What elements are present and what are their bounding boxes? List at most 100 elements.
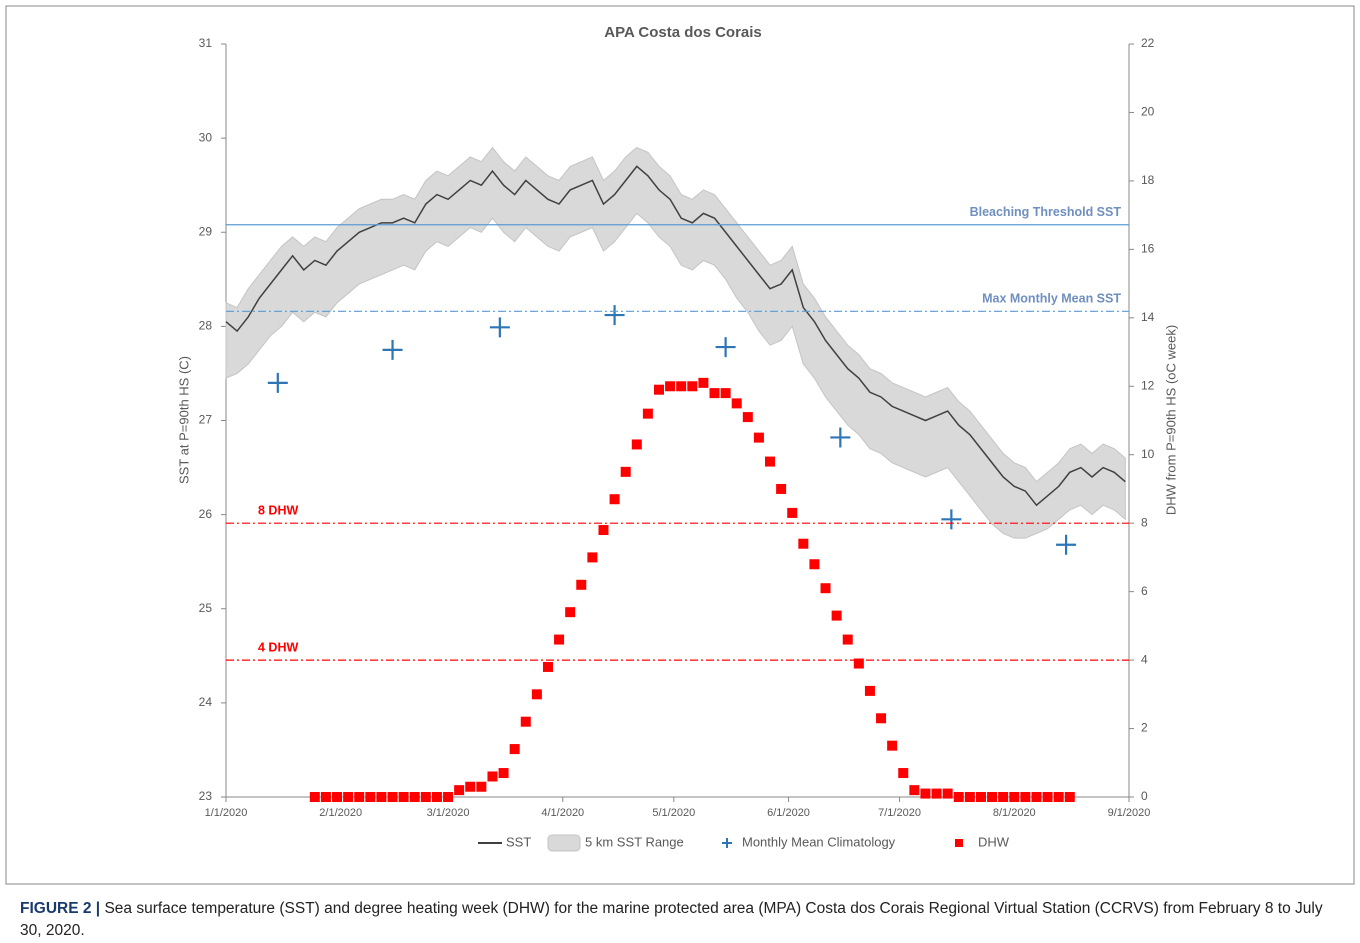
dhw-marker bbox=[720, 388, 731, 399]
dhw-marker bbox=[576, 579, 587, 590]
y2-tick-label: 12 bbox=[1141, 378, 1155, 392]
dhw-marker bbox=[787, 507, 798, 518]
dhw-marker bbox=[920, 788, 931, 799]
y2-axis-label: DHW from P=90th HS (oC week) bbox=[1163, 325, 1178, 515]
y2-tick-label: 18 bbox=[1141, 173, 1155, 187]
dhw-marker bbox=[565, 607, 576, 618]
dhw-marker bbox=[1053, 792, 1064, 802]
dhw-marker bbox=[776, 483, 787, 494]
dhw-marker bbox=[387, 792, 398, 802]
climatology-marker bbox=[830, 427, 851, 448]
legend-label: 5 km SST Range bbox=[585, 834, 684, 849]
y-tick-label: 26 bbox=[199, 507, 213, 521]
y-axis-label: SST at P=90th HS (C) bbox=[176, 356, 191, 484]
dhw-marker bbox=[398, 792, 409, 802]
y-tick-label: 23 bbox=[199, 789, 213, 803]
dhw-marker bbox=[709, 388, 720, 399]
dhw-marker bbox=[931, 788, 942, 799]
dhw-marker bbox=[1020, 792, 1031, 802]
y2-tick-label: 10 bbox=[1141, 447, 1155, 461]
climatology-marker bbox=[489, 317, 510, 338]
dhw-marker bbox=[853, 658, 864, 669]
y2-tick-label: 8 bbox=[1141, 515, 1148, 529]
x-tick-label: 3/1/2020 bbox=[427, 807, 470, 819]
dhw-marker bbox=[687, 381, 698, 392]
dhw-marker bbox=[753, 432, 764, 443]
dhw-marker bbox=[487, 771, 498, 782]
x-tick-label: 4/1/2020 bbox=[541, 807, 584, 819]
dhw-marker bbox=[343, 792, 354, 802]
reference-label: Max Monthly Mean SST bbox=[982, 292, 1121, 306]
dhw-marker bbox=[320, 792, 331, 802]
dhw-marker bbox=[953, 792, 964, 802]
dhw-marker bbox=[831, 610, 842, 621]
y2-tick-label: 16 bbox=[1141, 242, 1155, 256]
dhw-marker bbox=[365, 792, 376, 802]
dhw-marker bbox=[420, 792, 431, 802]
dhw-marker bbox=[409, 792, 420, 802]
y-tick-label: 28 bbox=[199, 319, 213, 333]
x-tick-label: 8/1/2020 bbox=[993, 807, 1036, 819]
dhw-marker bbox=[798, 538, 809, 549]
x-tick-label: 7/1/2020 bbox=[878, 807, 921, 819]
dhw-marker bbox=[309, 792, 320, 802]
dhw-marker bbox=[642, 408, 653, 419]
y-tick-label: 25 bbox=[199, 601, 213, 615]
reference-label: 8 DHW bbox=[258, 503, 298, 517]
dhw-marker bbox=[542, 661, 553, 672]
legend-swatch bbox=[955, 839, 963, 847]
dhw-marker bbox=[809, 559, 820, 570]
dhw-marker bbox=[653, 384, 664, 395]
x-tick-label: 5/1/2020 bbox=[652, 807, 695, 819]
dhw-marker bbox=[942, 788, 953, 799]
dhw-marker bbox=[1064, 792, 1075, 802]
legend-label: SST bbox=[506, 834, 531, 849]
legend-swatch bbox=[547, 834, 581, 852]
dhw-marker bbox=[631, 439, 642, 450]
y2-tick-label: 2 bbox=[1141, 721, 1148, 735]
climatology-marker bbox=[1056, 534, 1077, 555]
dhw-marker bbox=[987, 792, 998, 802]
reference-label: 4 DHW bbox=[258, 640, 298, 654]
caption-label: FIGURE 2 | bbox=[20, 900, 101, 917]
y-tick-label: 30 bbox=[199, 130, 213, 144]
dhw-marker bbox=[909, 785, 920, 796]
y-tick-label: 31 bbox=[199, 36, 213, 50]
legend-label: Monthly Mean Climatology bbox=[742, 834, 896, 849]
dhw-marker bbox=[665, 381, 676, 392]
dhw-marker bbox=[509, 744, 520, 755]
y2-tick-label: 6 bbox=[1141, 584, 1148, 598]
climatology-marker bbox=[941, 509, 962, 530]
frame bbox=[5, 5, 1355, 885]
chart-title: APA Costa dos Corais bbox=[604, 24, 762, 41]
legend-label: DHW bbox=[978, 834, 1010, 849]
chart: APA Costa dos Corais SST at P=90th HS (C… bbox=[5, 5, 1355, 885]
dhw-marker bbox=[898, 768, 909, 779]
dhw-marker bbox=[554, 634, 565, 645]
dhw-marker bbox=[531, 689, 542, 700]
x-tick-label: 2/1/2020 bbox=[319, 807, 362, 819]
dhw-marker bbox=[975, 792, 986, 802]
dhw-marker bbox=[964, 792, 975, 802]
dhw-marker bbox=[731, 398, 742, 409]
y-tick-label: 29 bbox=[199, 224, 213, 238]
dhw-marker bbox=[842, 634, 853, 645]
y2-tick-label: 20 bbox=[1141, 105, 1155, 119]
dhw-marker bbox=[820, 583, 831, 594]
dhw-marker bbox=[1031, 792, 1042, 802]
dhw-marker bbox=[476, 781, 487, 792]
dhw-marker bbox=[1042, 792, 1053, 802]
dhw-marker bbox=[587, 552, 598, 563]
y-tick-label: 27 bbox=[199, 413, 213, 427]
x-tick-label: 1/1/2020 bbox=[205, 807, 248, 819]
x-tick-label: 6/1/2020 bbox=[767, 807, 810, 819]
dhw-marker bbox=[609, 494, 620, 505]
dhw-marker bbox=[620, 466, 631, 477]
dhw-marker bbox=[864, 685, 875, 696]
dhw-marker bbox=[876, 713, 887, 724]
y2-tick-label: 22 bbox=[1141, 36, 1155, 50]
dhw-marker bbox=[598, 525, 609, 536]
dhw-marker bbox=[765, 456, 776, 467]
dhw-marker bbox=[1009, 792, 1020, 802]
